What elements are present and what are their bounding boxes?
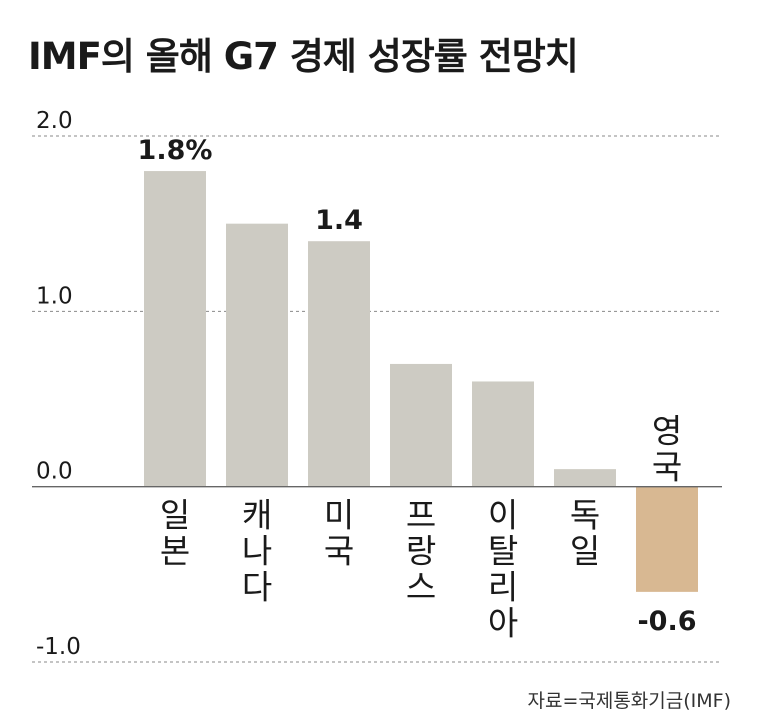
source-note: 자료=국제통화기금(IMF) xyxy=(527,690,731,712)
chart-title: IMF의 올해 G7 경제 성장률 전망치 xyxy=(28,35,579,78)
y-tick-label: 0.0 xyxy=(36,459,73,485)
y-tick-label: 1.0 xyxy=(36,283,73,309)
bar xyxy=(636,486,698,592)
bar xyxy=(472,381,534,487)
bar xyxy=(390,363,452,487)
y-tick-label: 2.0 xyxy=(36,108,73,134)
bar xyxy=(226,223,288,487)
data-label: 1.8% xyxy=(138,135,213,166)
bar xyxy=(308,241,370,487)
bar xyxy=(554,469,616,487)
bar xyxy=(144,171,206,487)
data-label: 1.4 xyxy=(315,205,363,236)
data-label: -0.6 xyxy=(637,606,696,637)
y-tick-label: -1.0 xyxy=(36,634,81,660)
